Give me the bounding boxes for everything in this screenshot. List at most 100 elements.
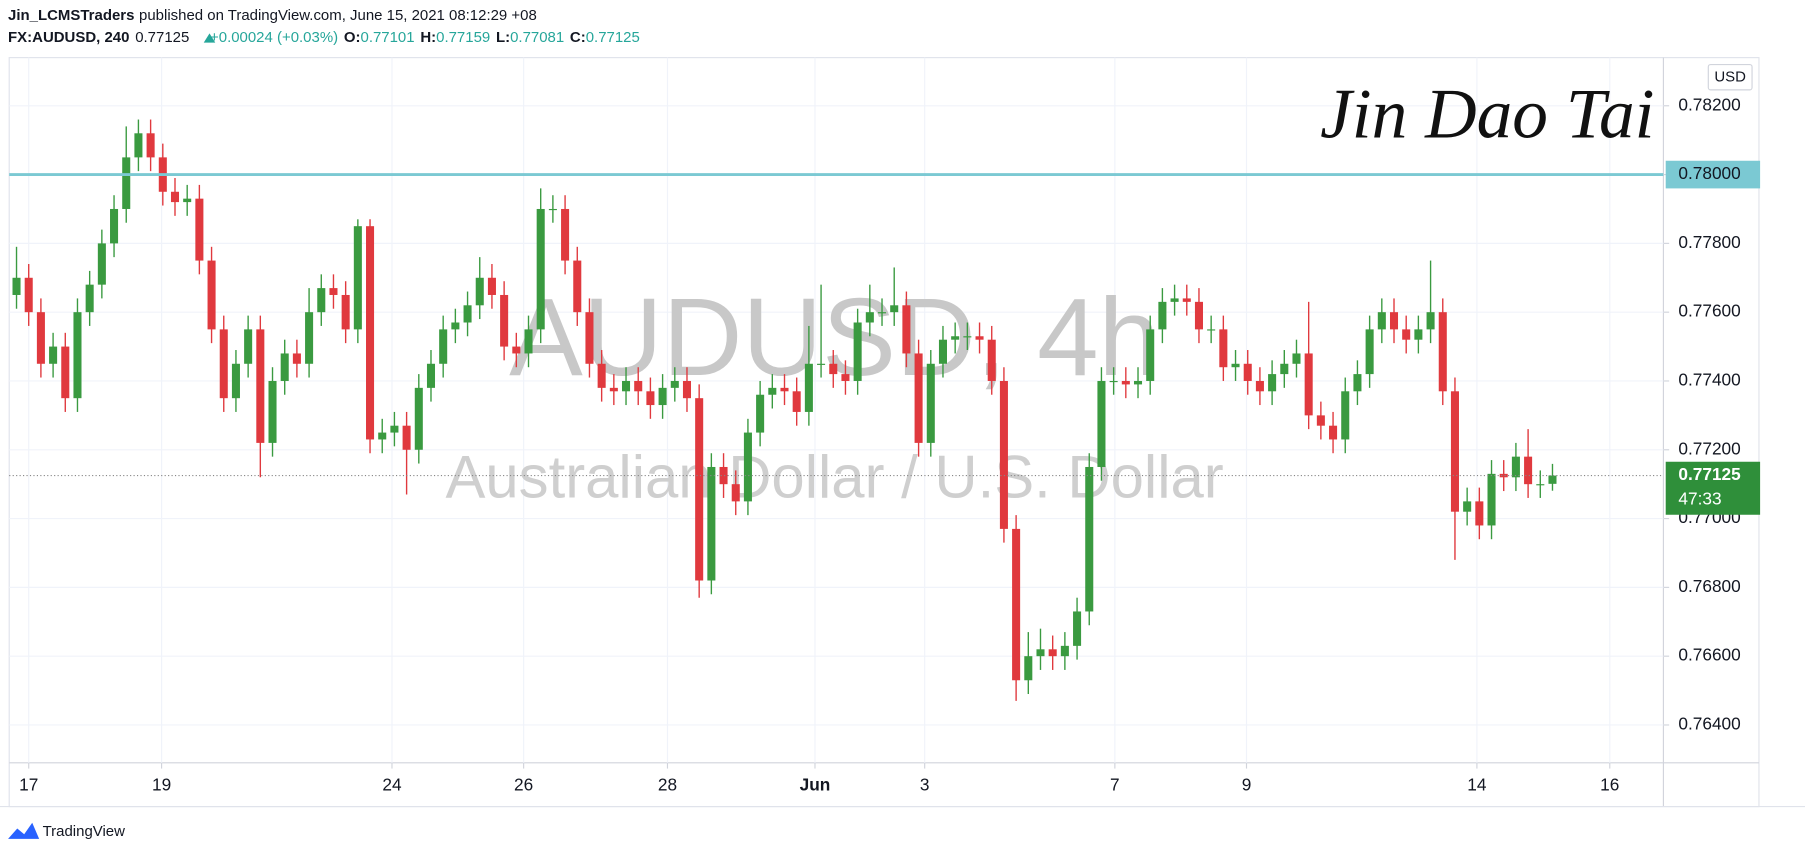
- candle-body: [1524, 456, 1533, 485]
- candle-body: [1085, 466, 1094, 612]
- candle-body: [1073, 611, 1082, 646]
- candle-body: [1036, 649, 1045, 657]
- candle-body: [1329, 425, 1338, 440]
- candle-body: [999, 380, 1008, 529]
- candle-body: [49, 346, 58, 364]
- candle-body: [1024, 656, 1033, 681]
- candle-body: [1109, 380, 1118, 383]
- candle-body: [548, 208, 557, 211]
- published: published on TradingView.com, June 15, 2…: [139, 7, 537, 24]
- candle-body: [292, 353, 301, 364]
- x-tick-label: 14: [1467, 774, 1487, 794]
- candle-body: [85, 284, 94, 313]
- candle-body: [987, 339, 996, 381]
- candle-body: [256, 329, 265, 443]
- candle-body: [402, 425, 411, 450]
- candle-body: [1426, 312, 1435, 330]
- candle-body: [573, 260, 582, 313]
- candle-body: [378, 432, 387, 440]
- candle-body: [902, 305, 911, 354]
- candle-body: [1353, 374, 1362, 392]
- candle-body: [73, 312, 82, 399]
- l-label: L:: [496, 29, 510, 46]
- x-tick-label: 28: [658, 774, 677, 794]
- candles: [9, 119, 1664, 701]
- candle-body: [975, 336, 984, 340]
- y-tick-label: 0.78200: [1678, 94, 1740, 114]
- candle-body: [561, 208, 570, 261]
- candle-body: [926, 363, 935, 443]
- candle-body: [841, 374, 850, 381]
- candle-body: [951, 336, 960, 340]
- candle-body: [963, 336, 972, 338]
- x-tick-label: 7: [1110, 774, 1120, 794]
- candle-body: [500, 294, 509, 347]
- candle-body: [634, 380, 643, 392]
- candle-body: [1146, 329, 1155, 381]
- candle-body: [1280, 363, 1289, 375]
- candle-body: [439, 329, 448, 364]
- candle-body: [1243, 363, 1252, 381]
- countdown: 47:33: [1678, 488, 1721, 508]
- candle-body: [1231, 363, 1240, 368]
- candle-body: [1292, 353, 1301, 364]
- last-price-label: 0.77125: [1678, 464, 1741, 484]
- candle-body: [122, 157, 131, 209]
- candle-body: [414, 387, 423, 450]
- candle-body: [1316, 415, 1325, 426]
- candle-body: [170, 191, 180, 203]
- candle-body: [804, 363, 813, 412]
- candle-body: [207, 260, 216, 330]
- candle-body: [451, 322, 460, 330]
- watermark-symbol: AUDUSD, 4h: [509, 276, 1160, 399]
- candle-body: [1158, 301, 1167, 330]
- candle-body: [463, 305, 472, 323]
- currency: USD: [1714, 69, 1746, 86]
- candle-body: [1450, 391, 1459, 512]
- candle-body: [817, 363, 826, 365]
- currency-box: [1707, 63, 1753, 91]
- candle-body: [341, 294, 350, 330]
- candle-body: [390, 425, 399, 433]
- candle-body: [792, 391, 801, 412]
- candle-body: [829, 363, 838, 375]
- candle-body: [1170, 298, 1179, 302]
- y-tick-label: 0.77200: [1678, 438, 1740, 458]
- candle-body: [1377, 312, 1386, 330]
- candle-body: [743, 432, 752, 502]
- candle-body: [1499, 473, 1508, 478]
- x-tick-label: 17: [19, 774, 38, 794]
- candle-body: [1536, 484, 1545, 486]
- candle-body: [231, 363, 240, 399]
- change: +0.00024 (+0.03%): [210, 29, 338, 46]
- level-label-box: [1665, 160, 1761, 189]
- candle-body: [768, 387, 777, 395]
- candle-body: [719, 466, 728, 485]
- h: 0.77159: [436, 29, 490, 46]
- watermark-description: Australian Dollar / U.S. Dollar: [445, 443, 1223, 510]
- candle-body: [622, 380, 631, 392]
- candle-body: [877, 312, 887, 314]
- candle-body: [658, 387, 667, 406]
- h-label: H:: [420, 29, 436, 46]
- candle-body: [244, 329, 253, 364]
- candle-body: [24, 277, 33, 313]
- candle-body: [134, 133, 143, 158]
- y-tick-label: 0.76800: [1678, 576, 1740, 596]
- candle-body: [1133, 380, 1143, 385]
- candle-body: [97, 243, 106, 285]
- up-triangle: [203, 33, 216, 43]
- candle-body: [1475, 501, 1484, 526]
- candle-body: [1121, 380, 1130, 385]
- candle-body: [609, 387, 618, 392]
- candle-body: [317, 288, 326, 313]
- candle-body: [780, 387, 789, 392]
- candle-body: [1060, 645, 1069, 657]
- candle-body: [1463, 501, 1472, 512]
- candle-body: [512, 346, 521, 354]
- candle-body: [695, 398, 704, 581]
- x-tick-label: 9: [1242, 774, 1252, 794]
- y-tick-label: 0.76400: [1678, 714, 1740, 734]
- candle-body: [1219, 329, 1228, 368]
